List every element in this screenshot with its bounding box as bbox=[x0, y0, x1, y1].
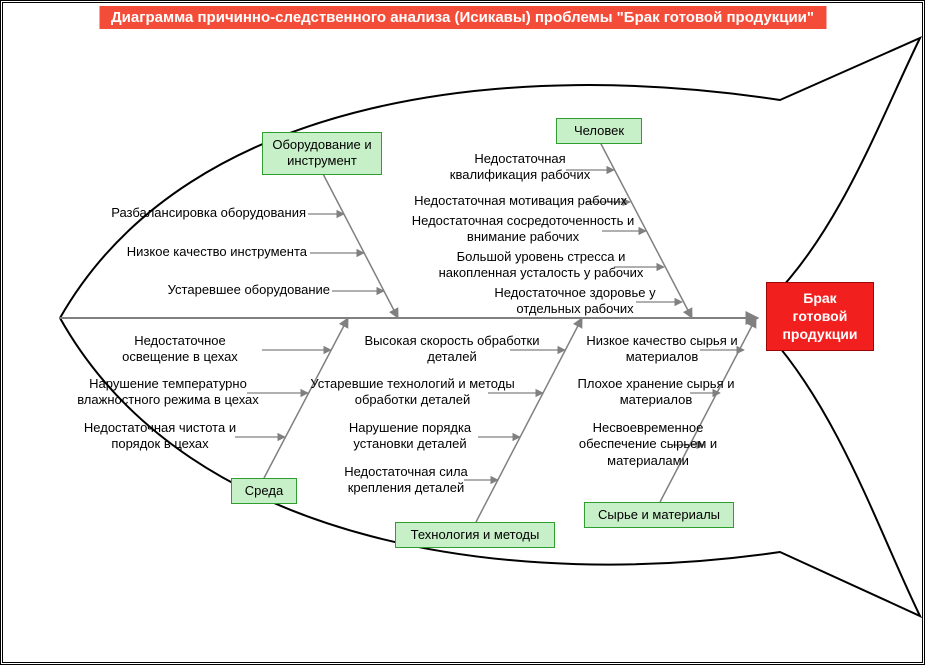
cause-material-1: Плохое хранение сырья и материалов bbox=[576, 376, 736, 409]
category-tech: Технология и методы bbox=[395, 522, 555, 548]
cause-material-0: Низкое качество сырья и материалов bbox=[582, 333, 742, 366]
cause-env-0: Недостаточное освещение в цехах bbox=[100, 333, 260, 366]
cause-env-1: Нарушение температурно влажностного режи… bbox=[58, 376, 278, 409]
cause-env-2: Недостаточная чистота и порядок в цехах bbox=[65, 420, 255, 453]
cause-human-2: Недостаточная сосредоточенность и вниман… bbox=[398, 213, 648, 246]
cause-human-3: Большой уровень стресса и накопленная ус… bbox=[416, 249, 666, 282]
cause-equipment-0: Разбалансировка оборудования bbox=[76, 205, 306, 221]
category-equipment: Оборудование и инструмент bbox=[262, 132, 382, 175]
cause-tech-0: Высокая скорость обработки деталей bbox=[362, 333, 542, 366]
effect-box: Брак готовой продукции bbox=[766, 282, 874, 351]
cause-tech-1: Устаревшие технологий и методы обработки… bbox=[300, 376, 525, 409]
cause-material-2: Несвоевременное обеспечение сырьем и мат… bbox=[558, 420, 738, 469]
category-material: Сырье и материалы bbox=[584, 502, 734, 528]
cause-equipment-1: Низкое качество инструмента bbox=[97, 244, 307, 260]
cause-human-1: Недостаточная мотивация рабочих bbox=[392, 193, 627, 209]
category-human: Человек bbox=[556, 118, 642, 144]
cause-tech-3: Недостаточная сила крепления деталей bbox=[316, 464, 496, 497]
cause-equipment-2: Устаревшее оборудование bbox=[130, 282, 330, 298]
cause-human-4: Недостаточное здоровье у отдельных рабоч… bbox=[470, 285, 680, 318]
cause-tech-2: Нарушение порядка установки деталей bbox=[320, 420, 500, 453]
cause-human-0: Недостаточная квалификация рабочих bbox=[430, 151, 610, 184]
category-env: Среда bbox=[231, 478, 297, 504]
